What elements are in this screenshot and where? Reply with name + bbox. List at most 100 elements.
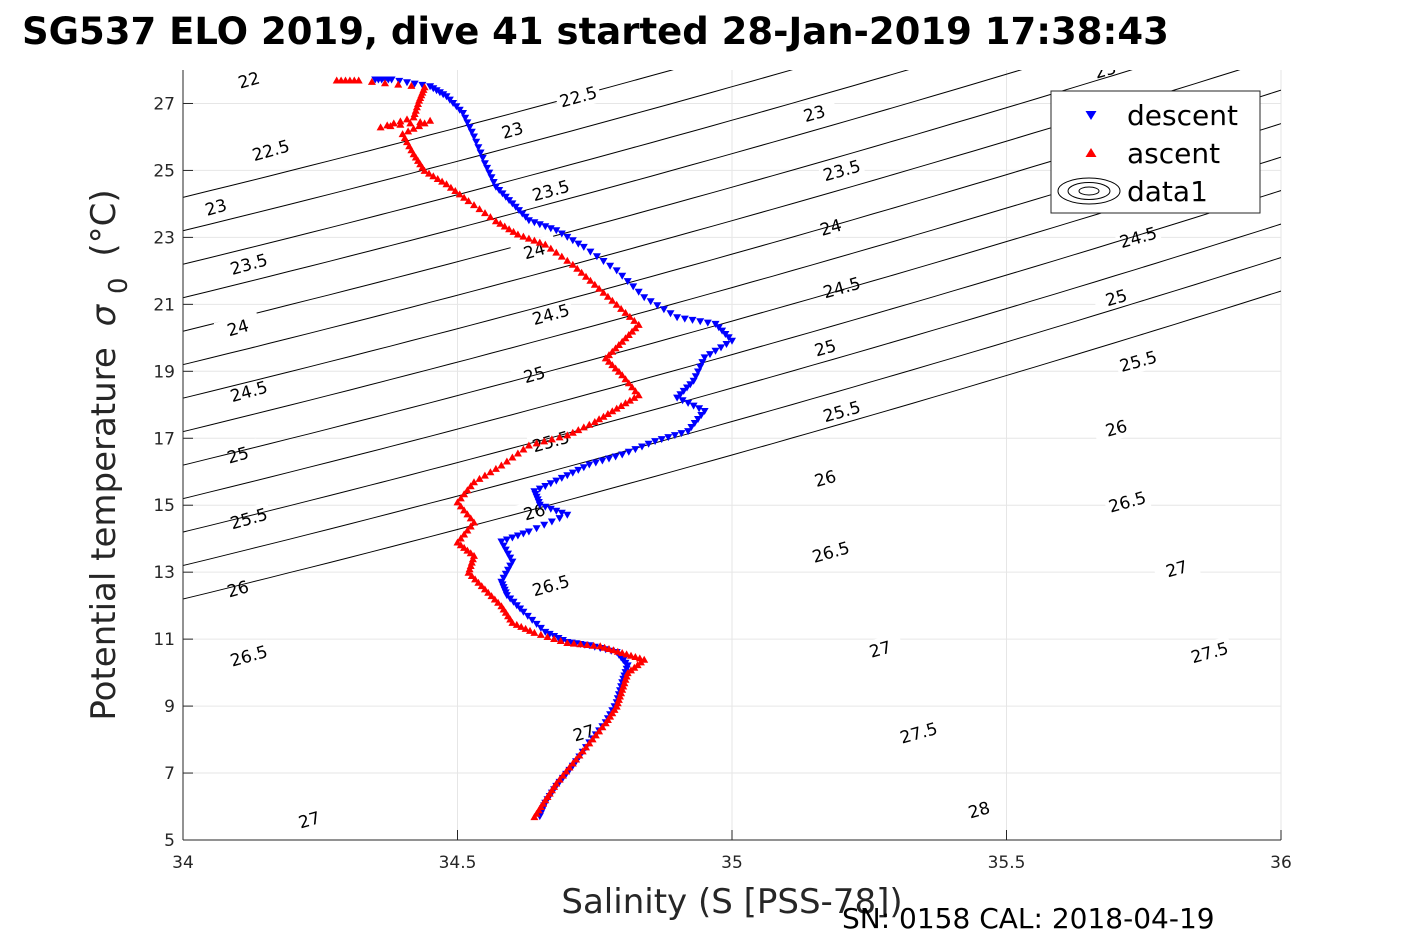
- descent-point: [555, 515, 564, 523]
- ascent-point: [568, 260, 577, 268]
- ascent-point: [433, 175, 442, 182]
- ascent-point: [575, 751, 584, 759]
- ascent-point: [585, 739, 594, 747]
- ascent-point: [576, 640, 585, 648]
- y-axis-label-unit: (°C): [84, 189, 124, 256]
- descent-point: [690, 420, 699, 427]
- ascent-point: [563, 431, 572, 439]
- ascent-point: [557, 252, 566, 260]
- legend: descent ascent data1: [1050, 90, 1261, 214]
- ascent-point: [628, 327, 637, 335]
- descent-point: [631, 446, 640, 454]
- y-axis-label-symbol: σ: [84, 303, 124, 326]
- descent-point: [478, 154, 487, 162]
- ascent-point: [505, 225, 514, 233]
- ascent-point: [618, 337, 627, 345]
- ascent-point: [578, 747, 587, 755]
- y-tick-label: 9: [164, 697, 175, 717]
- ascent-point: [631, 387, 640, 395]
- ascent-point: [614, 341, 623, 348]
- descent-point: [563, 511, 572, 519]
- descent-point: [579, 464, 588, 472]
- ascent-point: [612, 404, 621, 412]
- descent-point: [629, 283, 638, 291]
- ascent-point: [621, 334, 630, 342]
- descent-point: [535, 485, 544, 493]
- ascent-point: [605, 645, 613, 652]
- ascent-point: [409, 113, 418, 121]
- ascent-point: [601, 354, 610, 362]
- ascent-point: [541, 240, 550, 248]
- descent-point: [574, 466, 583, 474]
- contour-22: 22: [183, 70, 674, 198]
- series-ascent: [332, 76, 649, 821]
- descent-point: [508, 534, 517, 542]
- contour-label-bg: [191, 190, 241, 224]
- y-tick-label: 7: [164, 764, 175, 784]
- ascent-point: [464, 568, 473, 576]
- ascent-point: [463, 526, 472, 534]
- contour-label-bg: [1092, 281, 1141, 315]
- ascent-point: [599, 288, 608, 296]
- descent-point: [606, 262, 615, 270]
- legend-data1-contour-icon: [1057, 177, 1121, 205]
- descent-point: [552, 477, 561, 485]
- y-tick-label: 21: [153, 295, 175, 315]
- contour-label-bg: [559, 716, 608, 750]
- ascent-point: [618, 649, 627, 656]
- ascent-point: [519, 445, 528, 453]
- descent-point: [640, 294, 649, 302]
- contour-label-bg: [790, 96, 839, 131]
- ascent-point: [621, 308, 630, 316]
- descent-point: [474, 144, 483, 152]
- ascent-point: [574, 426, 583, 434]
- descent-point: [700, 408, 709, 415]
- descent-point: [395, 77, 404, 85]
- ascent-point: [631, 653, 640, 660]
- descent-point: [612, 267, 621, 275]
- x-tick-label: 34: [172, 853, 194, 873]
- ascent-point: [446, 183, 455, 191]
- ascent-point: [558, 771, 567, 779]
- descent-point: [706, 351, 714, 359]
- y-tick-label: 5: [164, 831, 175, 851]
- descent-point: [506, 562, 515, 570]
- descent-point: [688, 316, 697, 324]
- ascent-point: [547, 435, 556, 443]
- contour-label-bg: [213, 438, 263, 472]
- descent-point: [673, 314, 682, 322]
- ascent-point: [416, 118, 425, 126]
- descent-point: [472, 138, 481, 146]
- descent-point: [546, 225, 555, 233]
- ascent-point: [563, 256, 572, 264]
- contour-label-bg: [1092, 411, 1141, 445]
- descent-point: [535, 221, 544, 229]
- contour-label-bg: [213, 572, 263, 606]
- ascent-point: [491, 217, 500, 225]
- descent-point: [698, 359, 707, 367]
- ascent-point: [552, 248, 561, 256]
- descent-point: [618, 272, 627, 280]
- ascent-point: [608, 347, 617, 355]
- ascent-point: [474, 578, 483, 586]
- ascent-point: [471, 575, 480, 583]
- descent-point: [666, 310, 675, 318]
- descent-point: [463, 119, 472, 127]
- ascent-point: [470, 518, 478, 526]
- ascent-point: [456, 494, 465, 502]
- ascent-point: [609, 646, 618, 654]
- descent-point: [634, 288, 643, 296]
- ascent-point: [394, 80, 403, 88]
- ascent-point: [508, 618, 517, 626]
- ascent-point: [625, 396, 634, 404]
- descent-point: [557, 474, 566, 482]
- ascent-point: [456, 502, 465, 510]
- ascent-point: [524, 441, 533, 449]
- descent-point: [697, 412, 706, 419]
- ascent-point: [589, 641, 598, 649]
- contour-label-bg: [801, 331, 850, 365]
- ascent-point: [603, 410, 612, 417]
- contour-label-bg: [224, 247, 274, 281]
- descent-point: [532, 620, 541, 628]
- descent-point: [439, 91, 448, 99]
